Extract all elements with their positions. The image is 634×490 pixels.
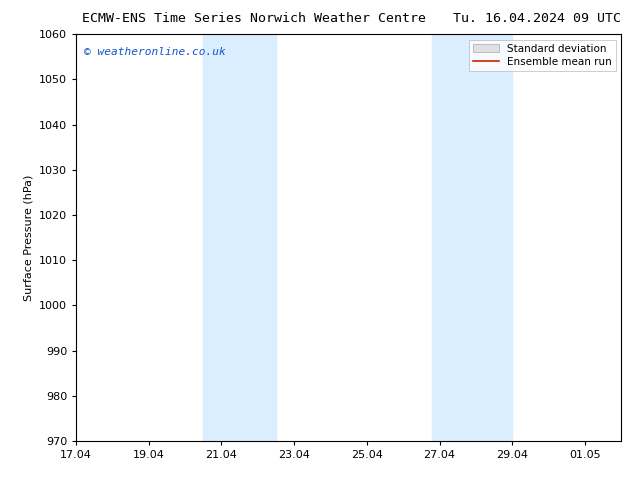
Text: © weatheronline.co.uk: © weatheronline.co.uk: [84, 47, 226, 56]
Legend: Standard deviation, Ensemble mean run: Standard deviation, Ensemble mean run: [469, 40, 616, 71]
Y-axis label: Surface Pressure (hPa): Surface Pressure (hPa): [23, 174, 34, 301]
Bar: [204, 34, 276, 441]
Text: Tu. 16.04.2024 09 UTC: Tu. 16.04.2024 09 UTC: [453, 12, 621, 25]
Bar: [432, 34, 512, 441]
Text: ECMW-ENS Time Series Norwich Weather Centre: ECMW-ENS Time Series Norwich Weather Cen…: [82, 12, 427, 25]
